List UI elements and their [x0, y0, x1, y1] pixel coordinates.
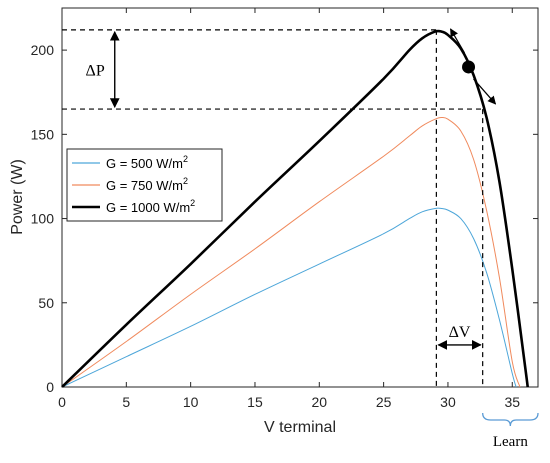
y-axis-label: Power (W) [9, 159, 26, 235]
legend-label-2: G = 1000 W/m2 [106, 198, 195, 215]
delta-p-label: ΔP [86, 62, 105, 79]
x-tick-label: 0 [58, 394, 66, 410]
legend-label-1: G = 750 W/m2 [106, 176, 188, 193]
y-tick-label: 0 [46, 379, 54, 395]
legend-label-text: G = 1000 W/m [106, 200, 190, 215]
legend-label-superscript: 2 [183, 154, 188, 164]
legend-label-text: G = 500 W/m [106, 156, 183, 171]
y-tick-label: 200 [31, 42, 55, 58]
y-tick-label: 150 [31, 126, 55, 142]
legend-label-text: G = 750 W/m [106, 178, 183, 193]
y-tick-label: 100 [31, 211, 55, 227]
annotations-group: ΔP ΔV Learn [62, 28, 539, 450]
x-tick-label: 5 [122, 394, 130, 410]
operating-point-marker [462, 60, 476, 74]
x-tick-label: 15 [247, 394, 263, 410]
x-axis-ticks: 0 5 10 15 20 25 30 35 [58, 8, 520, 410]
legend-label-superscript: 2 [190, 198, 195, 208]
y-axis-ticks: 0 50 100 150 200 [31, 42, 538, 395]
x-tick-label: 10 [183, 394, 199, 410]
x-tick-label: 20 [312, 394, 328, 410]
series-line-1 [61, 116, 521, 388]
direction-arrow-down [473, 78, 497, 105]
legend-label-superscript: 2 [183, 176, 188, 186]
delta-v-label: ΔV [449, 324, 471, 341]
series-line-0 [61, 207, 517, 388]
y-tick-label: 50 [38, 295, 54, 311]
direction-arrow-up [450, 28, 466, 54]
learn-label: Learn [493, 434, 528, 450]
x-axis-label: V terminal [264, 419, 336, 436]
x-tick-label: 30 [440, 394, 456, 410]
x-tick-label: 25 [376, 394, 392, 410]
x-tick-label: 35 [504, 394, 520, 410]
legend: G = 500 W/m2G = 750 W/m2G = 1000 W/m2 [66, 148, 223, 222]
learn-brace [482, 412, 539, 427]
legend-label-0: G = 500 W/m2 [106, 154, 188, 171]
